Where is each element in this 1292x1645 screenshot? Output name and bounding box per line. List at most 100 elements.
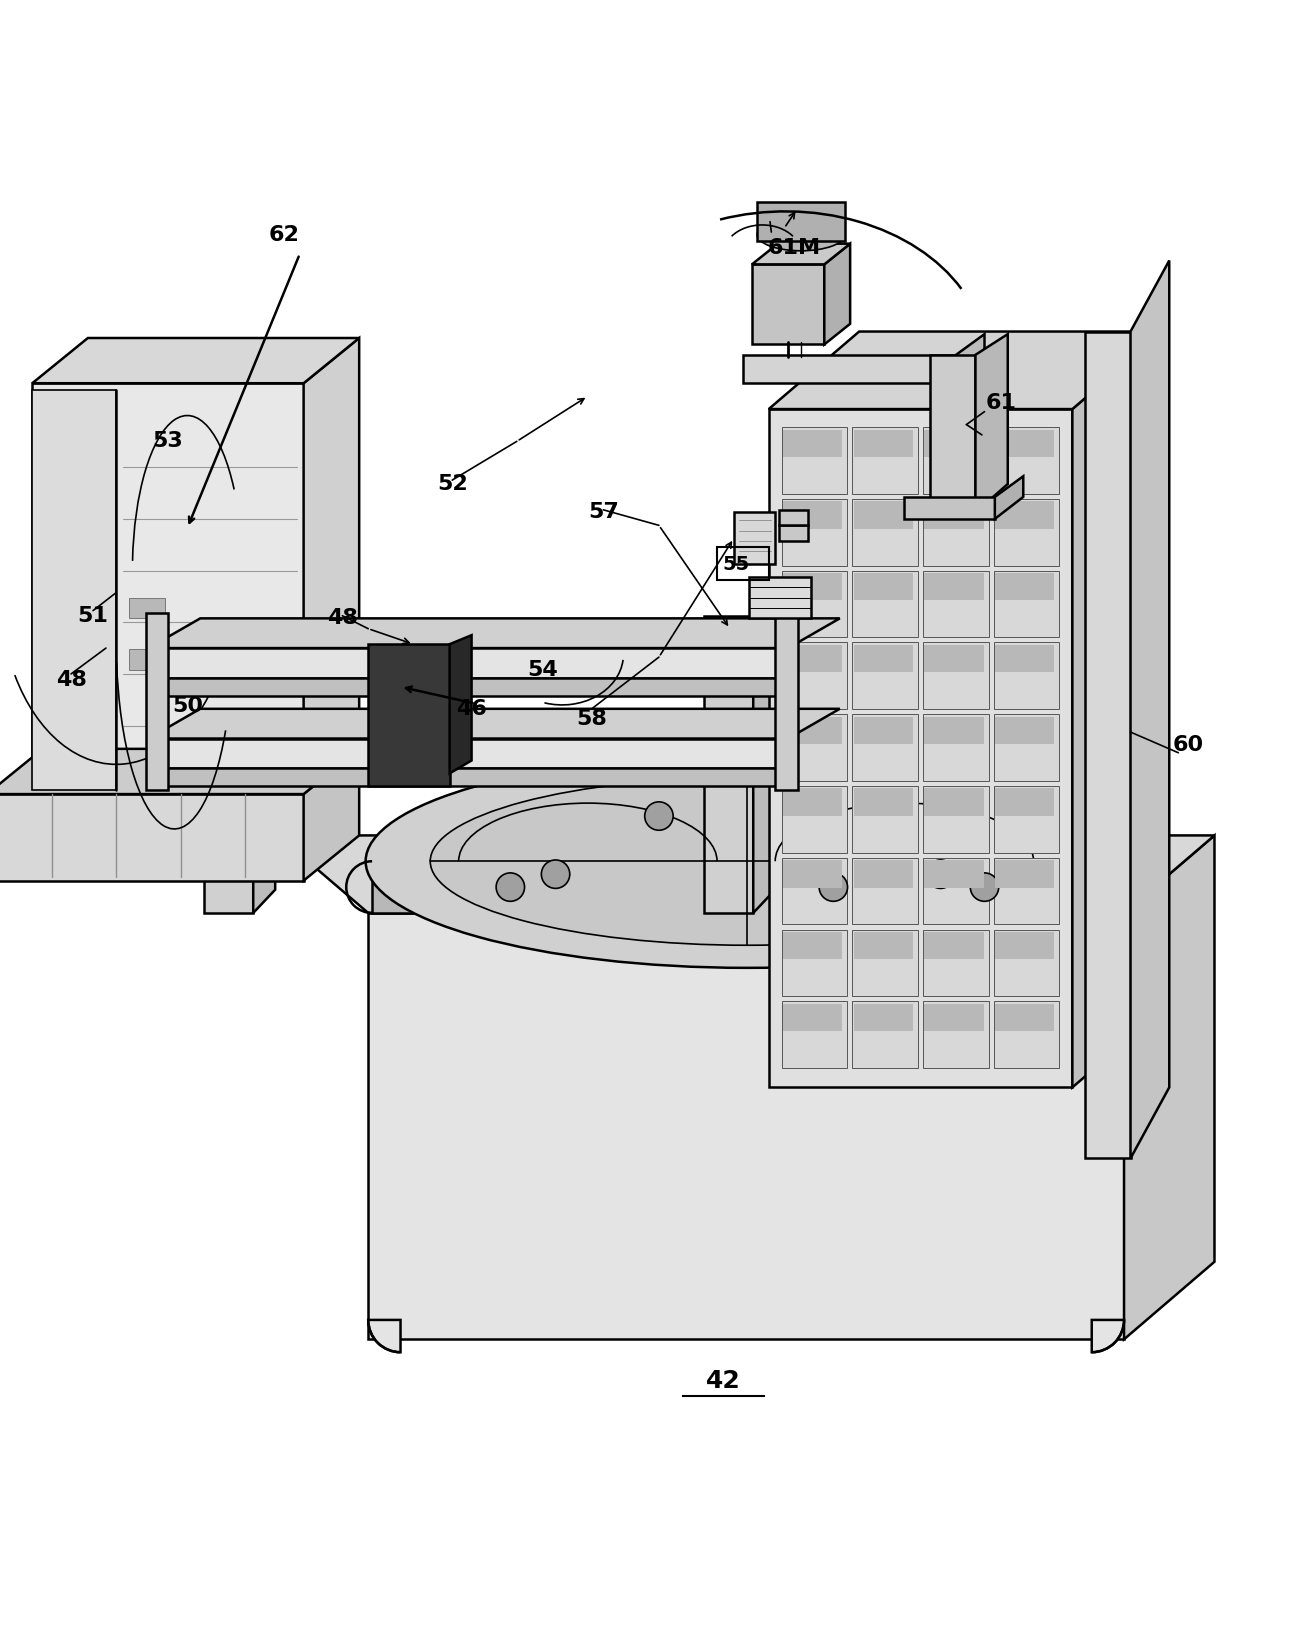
- Wedge shape: [1092, 1319, 1124, 1352]
- Bar: [922, 643, 988, 709]
- Polygon shape: [0, 795, 304, 880]
- Ellipse shape: [757, 219, 845, 250]
- Bar: [995, 788, 1054, 816]
- Bar: [853, 428, 917, 493]
- Bar: [779, 510, 808, 525]
- Bar: [757, 202, 845, 242]
- Bar: [854, 860, 912, 888]
- Bar: [853, 929, 917, 997]
- Bar: [782, 1002, 848, 1068]
- Bar: [782, 643, 848, 709]
- Polygon shape: [450, 635, 472, 773]
- Ellipse shape: [366, 755, 1128, 967]
- Bar: [922, 929, 988, 997]
- Polygon shape: [975, 334, 1008, 513]
- Polygon shape: [368, 913, 1124, 1339]
- Polygon shape: [752, 243, 850, 265]
- Bar: [783, 1003, 842, 1031]
- Text: 48: 48: [56, 671, 87, 691]
- Bar: [854, 645, 912, 673]
- Bar: [995, 645, 1054, 673]
- Bar: [994, 428, 1059, 493]
- Ellipse shape: [430, 778, 1063, 946]
- Bar: [922, 498, 988, 566]
- Bar: [994, 1002, 1059, 1068]
- Circle shape: [819, 873, 848, 901]
- Bar: [925, 1003, 983, 1031]
- Polygon shape: [1085, 332, 1130, 1158]
- Polygon shape: [956, 334, 985, 383]
- Circle shape: [541, 860, 570, 888]
- Bar: [925, 429, 983, 457]
- Polygon shape: [149, 619, 840, 648]
- Bar: [853, 498, 917, 566]
- Polygon shape: [146, 614, 168, 790]
- Bar: [854, 1003, 912, 1031]
- Text: 52: 52: [437, 474, 468, 494]
- Bar: [853, 714, 917, 781]
- Text: 58: 58: [576, 709, 607, 729]
- Circle shape: [645, 801, 673, 831]
- Text: 61: 61: [986, 393, 1017, 413]
- Polygon shape: [0, 748, 359, 795]
- Polygon shape: [769, 410, 1072, 1087]
- Polygon shape: [734, 513, 775, 564]
- Bar: [854, 788, 912, 816]
- Text: 62: 62: [269, 225, 300, 245]
- Bar: [782, 571, 848, 637]
- Bar: [995, 502, 1054, 528]
- Bar: [922, 714, 988, 781]
- Bar: [783, 572, 842, 600]
- Bar: [853, 643, 917, 709]
- Bar: [782, 498, 848, 566]
- Text: 61M: 61M: [767, 237, 822, 258]
- Bar: [782, 929, 848, 997]
- Bar: [925, 860, 983, 888]
- Bar: [994, 571, 1059, 637]
- Bar: [782, 714, 848, 781]
- Polygon shape: [372, 862, 1121, 913]
- Bar: [749, 577, 811, 619]
- Bar: [995, 933, 1054, 959]
- Circle shape: [496, 873, 525, 901]
- Bar: [994, 929, 1059, 997]
- Bar: [925, 933, 983, 959]
- Bar: [783, 502, 842, 528]
- Polygon shape: [930, 355, 975, 513]
- Bar: [995, 860, 1054, 888]
- Bar: [854, 502, 912, 528]
- Bar: [853, 571, 917, 637]
- Bar: [995, 717, 1054, 744]
- Circle shape: [970, 873, 999, 901]
- Bar: [783, 645, 842, 673]
- Circle shape: [926, 860, 955, 888]
- Bar: [994, 786, 1059, 852]
- Text: 46: 46: [456, 699, 487, 719]
- Bar: [783, 788, 842, 816]
- Polygon shape: [304, 748, 359, 880]
- Bar: [129, 597, 165, 619]
- Bar: [925, 572, 983, 600]
- Bar: [922, 857, 988, 924]
- Bar: [995, 1003, 1054, 1031]
- Polygon shape: [149, 678, 788, 696]
- Bar: [853, 786, 917, 852]
- Bar: [783, 933, 842, 959]
- Bar: [782, 786, 848, 852]
- Wedge shape: [368, 1319, 401, 1352]
- Bar: [994, 857, 1059, 924]
- Bar: [717, 548, 769, 579]
- Bar: [854, 933, 912, 959]
- Text: 50: 50: [172, 696, 203, 716]
- Text: 42: 42: [707, 1369, 740, 1393]
- Bar: [922, 571, 988, 637]
- Bar: [994, 643, 1059, 709]
- Bar: [854, 429, 912, 457]
- Bar: [783, 429, 842, 457]
- Polygon shape: [752, 265, 824, 344]
- Text: 60: 60: [1173, 735, 1204, 755]
- Bar: [922, 428, 988, 493]
- Bar: [995, 572, 1054, 600]
- Bar: [782, 428, 848, 493]
- Bar: [782, 857, 848, 924]
